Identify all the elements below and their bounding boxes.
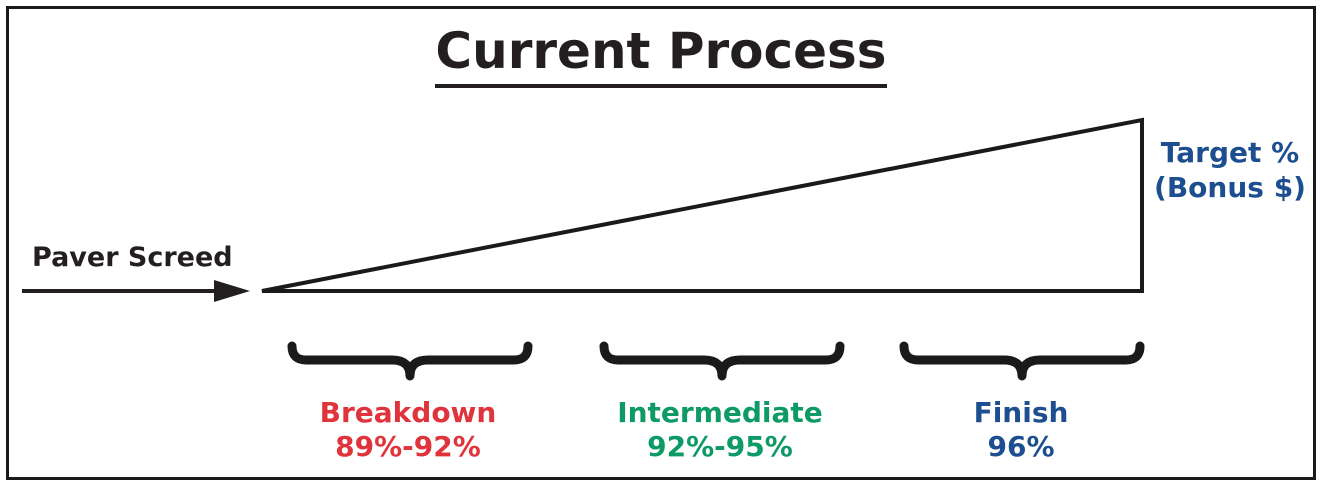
brace-breakdown	[287, 341, 533, 381]
stage-intermediate: Intermediate 92%-95%	[570, 396, 870, 464]
target-line-1: Target %	[1160, 136, 1300, 169]
compaction-wedge	[261, 117, 1144, 293]
stage-name: Breakdown	[319, 396, 497, 429]
target-line-2: (Bonus $)	[1154, 171, 1306, 204]
stage-range: 89%-92%	[335, 430, 481, 464]
page-title: Current Process	[0, 26, 1322, 88]
brace-finish	[899, 341, 1145, 381]
input-arrow-head	[214, 280, 250, 302]
stage-range: 96%	[987, 430, 1055, 464]
brace-intermediate	[599, 341, 845, 381]
stage-breakdown: Breakdown 89%-92%	[258, 396, 558, 464]
paver-screed-label: Paver Screed	[32, 242, 233, 273]
stage-finish: Finish 96%	[871, 396, 1171, 464]
diagram-frame	[6, 6, 1316, 480]
stage-name: Intermediate	[617, 396, 823, 429]
target-label: Target % (Bonus $)	[1140, 135, 1320, 205]
stage-name: Finish	[973, 396, 1069, 429]
stage-range: 92%-95%	[647, 430, 793, 464]
title-text: Current Process	[435, 26, 887, 88]
